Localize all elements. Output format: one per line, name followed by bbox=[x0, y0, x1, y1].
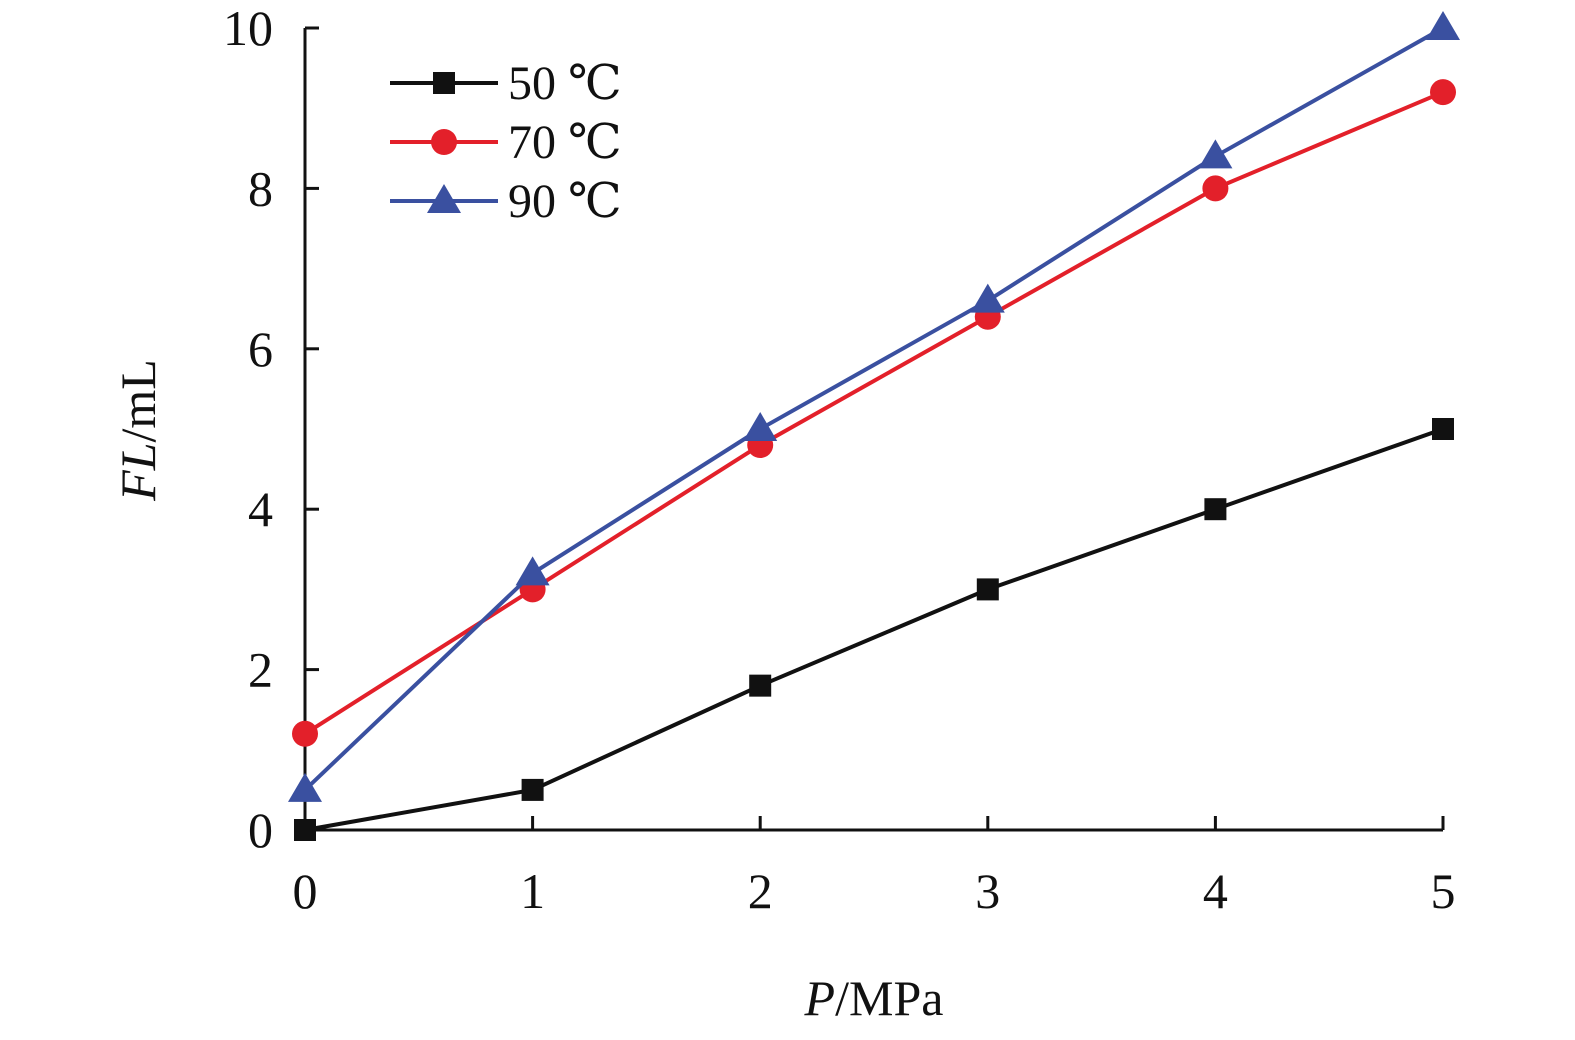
legend: 50 ℃ 70 ℃ 90 ℃ bbox=[390, 57, 622, 228]
legend-item-50: 50 ℃ bbox=[390, 57, 622, 110]
legend-label: 90 ℃ bbox=[508, 175, 622, 228]
y-ticks: 0 2 4 6 8 10 bbox=[223, 0, 319, 858]
data-point-90 bbox=[1426, 11, 1460, 40]
data-point-70 bbox=[1430, 79, 1456, 106]
y-tick-label: 10 bbox=[223, 0, 273, 56]
x-tick-label: 4 bbox=[1203, 863, 1228, 919]
series-50 bbox=[294, 418, 1454, 841]
legend-marker bbox=[431, 129, 457, 155]
data-point-90 bbox=[288, 772, 322, 802]
legend-marker bbox=[427, 184, 461, 213]
data-point-50 bbox=[1432, 418, 1454, 440]
y-axis-title-italic: FL bbox=[110, 442, 166, 501]
series-70 bbox=[292, 79, 1456, 747]
data-point-50 bbox=[294, 819, 316, 841]
data-point-70 bbox=[292, 720, 318, 747]
data-point-90 bbox=[1198, 139, 1233, 169]
series-line-90 bbox=[303, 26, 1444, 792]
y-tick-label: 2 bbox=[248, 642, 273, 698]
series-line-70 bbox=[303, 90, 1444, 736]
data-point-90 bbox=[743, 412, 778, 441]
legend-item-90: 90 ℃ bbox=[390, 175, 622, 228]
legend-marker bbox=[433, 72, 455, 94]
x-axis-title-unit: /MPa bbox=[835, 970, 943, 1026]
x-tick-label: 5 bbox=[1431, 863, 1456, 919]
series-group bbox=[288, 11, 1460, 841]
legend-label: 70 ℃ bbox=[508, 116, 622, 169]
axes bbox=[303, 28, 1443, 832]
x-tick-label: 2 bbox=[748, 863, 773, 919]
series-line-50 bbox=[304, 427, 1444, 832]
data-point-70 bbox=[1202, 175, 1229, 202]
x-tick-label: 0 bbox=[293, 863, 318, 919]
y-axis-title-unit: /mL bbox=[110, 359, 166, 442]
y-tick-label: 6 bbox=[248, 321, 273, 377]
data-point-90 bbox=[515, 556, 550, 586]
data-point-50 bbox=[749, 674, 772, 697]
x-ticks: 0 1 2 3 4 5 bbox=[293, 816, 1456, 919]
series-90 bbox=[288, 11, 1460, 802]
legend-item-70: 70 ℃ bbox=[390, 116, 622, 169]
x-tick-label: 1 bbox=[520, 863, 545, 919]
y-tick-label: 4 bbox=[248, 481, 273, 537]
x-tick-label: 3 bbox=[975, 863, 1000, 919]
data-point-90 bbox=[970, 283, 1005, 313]
legend-label: 50 ℃ bbox=[508, 57, 622, 110]
x-axis-title: P/MPa bbox=[804, 970, 944, 1026]
data-point-50 bbox=[976, 578, 999, 601]
y-tick-label: 8 bbox=[248, 160, 273, 216]
data-point-50 bbox=[1204, 498, 1227, 521]
data-point-50 bbox=[521, 778, 544, 801]
y-axis-title: FL/mL bbox=[110, 359, 166, 502]
y-tick-label: 0 bbox=[248, 802, 273, 858]
x-axis-title-italic: P bbox=[804, 970, 836, 1026]
